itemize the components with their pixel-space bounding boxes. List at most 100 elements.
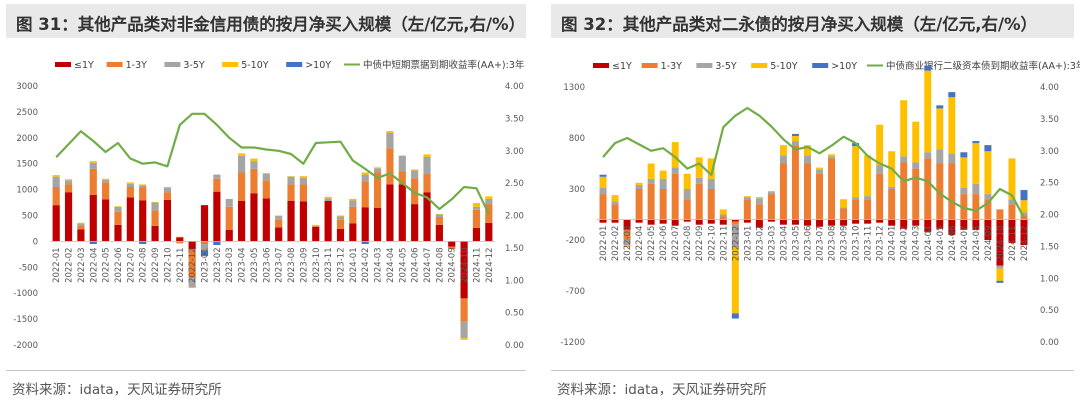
bar-series-1 (924, 158, 932, 220)
chart-perpetual-tier2-bonds: ≤1Y 1-3Y 3-5Y 5-10Y >10Y 中债商业银行二级资本债到期收益率(AA+… (560, 60, 1080, 348)
bar-series-1 (188, 249, 196, 279)
x-tick-label: 2024-05 (936, 226, 946, 262)
bar-series-2 (984, 194, 992, 200)
legend-label: 5-10Y (770, 61, 798, 72)
bar-series-2 (1008, 199, 1016, 205)
bar-series-2 (151, 202, 159, 211)
bar-series-2 (996, 265, 1004, 269)
legend-label: >10Y (305, 60, 331, 71)
bar-series-3 (102, 178, 110, 180)
bar-series-0 (852, 219, 860, 224)
bar-series-2 (114, 206, 122, 212)
legend-item-series-0: ≤1Y (593, 61, 632, 72)
bar-series-2 (816, 169, 824, 174)
bar-series-0 (361, 207, 369, 242)
bar-series-3 (1020, 200, 1028, 213)
bar-series-2 (89, 162, 97, 169)
bar-series-2 (635, 184, 643, 189)
bar-series-4 (1020, 190, 1028, 201)
x-tick-label: 2022-12 (188, 247, 198, 283)
bar-series-1 (139, 187, 147, 201)
bar-series-4 (599, 174, 607, 177)
x-tick-label: 2022-10 (163, 247, 173, 283)
x-tick-label: 2024-01 (888, 226, 898, 262)
x-tick-label: 2024-08 (435, 247, 445, 283)
x-tick-label: 2024-11 (1008, 226, 1018, 262)
bar-series-1 (719, 216, 727, 220)
bar-series-2 (599, 187, 607, 195)
x-tick-label: 2024-06 (948, 226, 958, 262)
bar-series-0 (485, 222, 493, 242)
bar-series-1 (611, 204, 619, 220)
bar-series-1 (671, 173, 679, 220)
bar-series-0 (435, 224, 443, 242)
bar-series-1 (89, 168, 97, 195)
legend-item-series-1: 1-3Y (641, 61, 682, 72)
bar-series-1 (176, 241, 184, 243)
bar-series-3 (435, 213, 443, 215)
bar-series-2 (324, 198, 332, 201)
bar-series-2 (176, 242, 184, 244)
bar-series-1 (659, 189, 667, 220)
bar-series-0 (647, 219, 655, 225)
bar-series-0 (960, 219, 968, 230)
bar-series-2 (924, 152, 932, 159)
bar-series-0 (373, 207, 382, 242)
bar-series-0 (816, 219, 824, 227)
x-tick-label: 2023-04 (238, 247, 248, 283)
y-axis-right: 0.00 0.50 1.00 1.50 2.00 2.50 3.00 3.50 4.00 (505, 82, 524, 351)
bar-series-0 (213, 191, 221, 242)
bar-series-0 (828, 219, 836, 226)
legend-item-series-4: >10Y (286, 60, 331, 71)
bar-series-0 (324, 200, 332, 242)
x-tick-label: 2022-03 (77, 247, 87, 283)
legend-label: >10Y (831, 61, 857, 72)
y-axis-left: -2000 -1500 -1000 -500 0 500 1000 1500 2000 2500 3… (13, 82, 38, 351)
x-tick-label: 2022-01 (599, 226, 609, 262)
y-tick-label: 0.50 (505, 309, 524, 319)
bar-series-1 (1008, 204, 1016, 220)
x-tick-label: 2023-11 (324, 247, 334, 283)
bar-series-4 (89, 241, 97, 244)
bar-series-3 (1008, 158, 1016, 200)
bar-series-2 (349, 200, 357, 207)
divider (551, 370, 1074, 371)
x-tick-label: 2024-07 (960, 226, 970, 262)
bar-series-2 (200, 243, 209, 250)
bar-series-1 (936, 163, 944, 220)
x-tick-label: 2022-08 (683, 226, 693, 262)
bar-series-2 (972, 183, 980, 195)
bar-series-1 (77, 225, 85, 230)
x-tick-label: 2022-06 (114, 247, 124, 283)
bar-series-2 (275, 216, 283, 220)
x-tick-label: 2024-09 (448, 247, 458, 283)
bar-series-0 (767, 219, 775, 222)
bar-series-1 (411, 178, 419, 205)
bar-series-3 (948, 97, 956, 154)
y-tick-label: 300 (569, 185, 585, 195)
bar-series-3 (287, 176, 295, 177)
legend: ≤1Y 1-3Y 3-5Y 5-10Y >10Y 中债商业银行二级资本债到期收益率(AA+… (593, 60, 1080, 72)
bar-series-1 (791, 145, 799, 220)
bar-series-0 (791, 219, 799, 225)
y-tick-label: 800 (569, 134, 585, 144)
bar-series-1 (299, 184, 307, 202)
bar-series-0 (876, 219, 884, 223)
bar-series-2 (900, 156, 908, 163)
bar-series-1 (225, 206, 233, 231)
bar-series-3 (200, 249, 209, 251)
bar-series-0 (349, 223, 357, 242)
bar-series-3 (984, 151, 992, 195)
chart-title: 图 31：其他产品类对非金信用债的按月净买入规模（左/亿元,右/%） (16, 15, 526, 34)
bar-series-0 (635, 219, 643, 223)
y-tick-label: 1.50 (505, 244, 524, 254)
bar-series-2 (948, 153, 956, 164)
x-tick-label: 2024-10 (460, 247, 470, 283)
bar-series-3 (755, 197, 763, 199)
x-tick-label: 2023-07 (275, 247, 285, 283)
bar-series-1 (275, 219, 283, 228)
bar-series-1 (767, 194, 775, 220)
bar-series-4 (924, 65, 932, 71)
bar-series-3 (299, 176, 307, 178)
bar-series-1 (996, 209, 1004, 220)
